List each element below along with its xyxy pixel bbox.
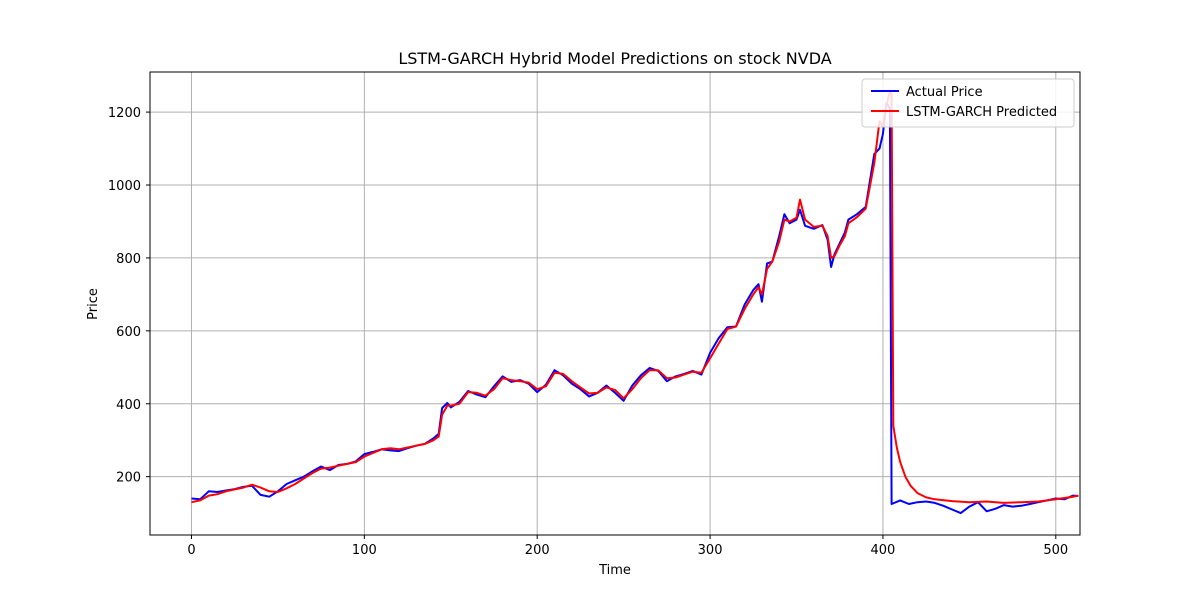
x-tick-label: 100 [352, 543, 377, 558]
y-tick-label: 200 [116, 471, 141, 486]
axis-ticks: 0 100 200 300 400 500 200 400 600 800 1000 1200 [108, 106, 1068, 558]
y-tick-label: 600 [116, 325, 141, 340]
x-tick-label: 500 [1043, 543, 1068, 558]
legend-label-predicted: LSTM-GARCH Predicted [906, 105, 1057, 120]
gridlines [150, 72, 1080, 535]
legend-label-actual-price: Actual Price [906, 85, 983, 100]
plot-frame [149, 71, 1081, 536]
legend: Actual Price LSTM-GARCH Predicted [861, 78, 1075, 128]
x-tick-label: 400 [871, 543, 896, 558]
y-tick-label: 1000 [108, 179, 141, 194]
y-tick-label: 800 [116, 252, 141, 267]
x-tick-label: 0 [187, 543, 195, 558]
y-axis-label: Price [86, 288, 101, 320]
x-tick-label: 300 [698, 543, 723, 558]
y-tick-label: 400 [116, 398, 141, 413]
x-tick-label: 200 [525, 543, 550, 558]
y-tick-label: 1200 [108, 106, 141, 121]
x-axis-label: Time [598, 563, 631, 578]
chart-title: LSTM-GARCH Hybrid Model Predictions on s… [398, 49, 831, 68]
legend-box [861, 78, 1075, 128]
